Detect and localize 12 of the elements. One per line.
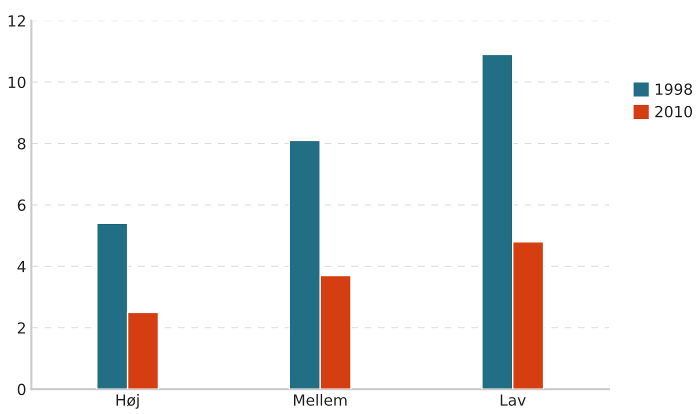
y-tick-label: 10 xyxy=(8,76,26,88)
y-tick-label: 8 xyxy=(18,138,26,150)
y-tick-label: 6 xyxy=(18,199,26,211)
y-tick-label: 12 xyxy=(8,15,25,27)
legend-label: 2010 xyxy=(655,106,692,118)
y-tick-label: 2 xyxy=(18,322,25,334)
x-tick-label: Lav xyxy=(500,394,526,406)
x-tick-label: Mellem xyxy=(294,394,347,406)
legend-label: 1998 xyxy=(656,83,692,95)
y-tick-label: 0 xyxy=(18,384,26,396)
y-tick-label: 4 xyxy=(17,261,26,272)
x-tick-label: Høj xyxy=(116,394,139,409)
